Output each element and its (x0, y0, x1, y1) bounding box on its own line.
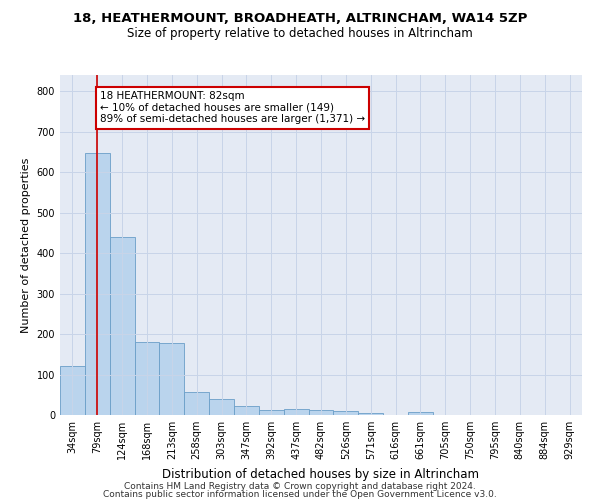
Bar (284, 409, 308, 415)
Bar (85, 152, 110, 415)
Bar (259, 410, 284, 415)
Bar (60, 366, 85, 415)
Bar (234, 406, 259, 415)
Bar (110, 237, 134, 415)
Bar (184, 392, 209, 415)
Bar (334, 411, 358, 415)
Bar (358, 412, 383, 415)
Bar (134, 342, 160, 415)
Text: Contains HM Land Registry data © Crown copyright and database right 2024.: Contains HM Land Registry data © Crown c… (124, 482, 476, 491)
Bar (408, 412, 433, 415)
Text: Size of property relative to detached houses in Altrincham: Size of property relative to detached ho… (127, 28, 473, 40)
Bar (160, 343, 184, 415)
Text: 18, HEATHERMOUNT, BROADHEATH, ALTRINCHAM, WA14 5ZP: 18, HEATHERMOUNT, BROADHEATH, ALTRINCHAM… (73, 12, 527, 26)
Text: 18 HEATHERMOUNT: 82sqm
← 10% of detached houses are smaller (149)
89% of semi-de: 18 HEATHERMOUNT: 82sqm ← 10% of detached… (100, 91, 365, 124)
X-axis label: Distribution of detached houses by size in Altrincham: Distribution of detached houses by size … (163, 468, 479, 480)
Bar (308, 410, 334, 415)
Bar (209, 399, 234, 415)
Text: Contains public sector information licensed under the Open Government Licence v3: Contains public sector information licen… (103, 490, 497, 499)
Y-axis label: Number of detached properties: Number of detached properties (21, 158, 31, 332)
